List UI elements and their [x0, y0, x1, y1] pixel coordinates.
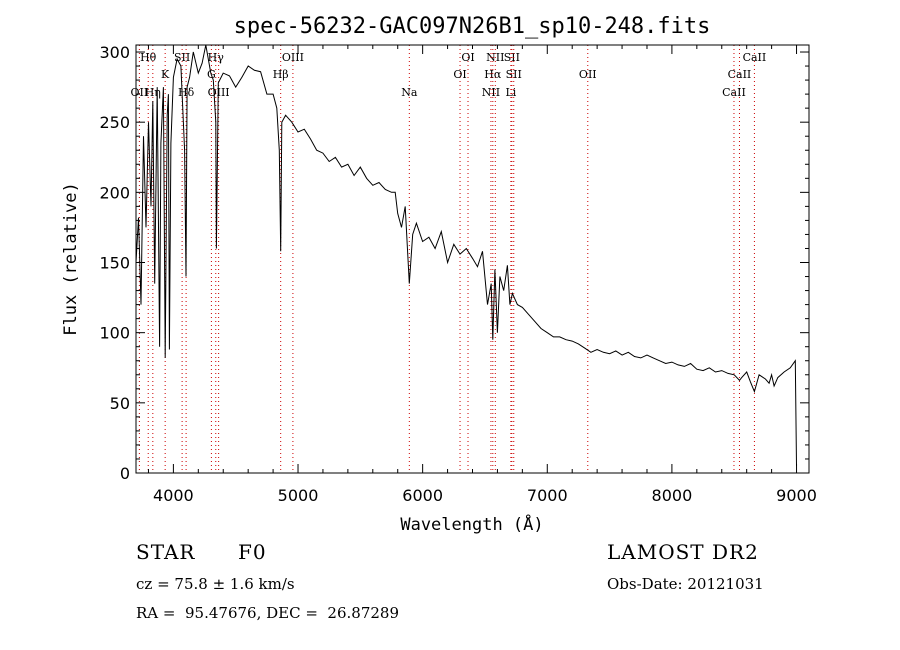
y-tick-label-0: 0: [120, 464, 130, 483]
marker-label-9: OIII: [282, 51, 304, 64]
y-tick-label-5: 250: [99, 113, 130, 132]
marker-label-5: Hδ: [178, 86, 195, 99]
marker-label-19: Li: [505, 86, 516, 99]
marker-label-23: CaII: [722, 86, 746, 99]
y-axis-label: Flux (relative): [61, 182, 81, 336]
x-tick-label-1: 5000: [278, 486, 319, 505]
marker-label-22: CaII: [728, 68, 752, 81]
object-class: STAR: [136, 540, 196, 564]
y-tick-label-1: 50: [110, 394, 130, 413]
x-tick-label-0: 4000: [153, 486, 194, 505]
y-tick-label-2: 100: [99, 324, 130, 343]
marker-label-1: OII: [131, 86, 149, 99]
x-tick-label-3: 7000: [527, 486, 568, 505]
marker-label-17: SII: [506, 68, 522, 81]
x-tick-label-2: 6000: [402, 486, 443, 505]
marker-label-11: Na: [401, 86, 418, 99]
marker-label-21: CaII: [743, 51, 767, 64]
object-subclass: F0: [238, 540, 267, 564]
marker-label-16: Hα: [484, 68, 502, 81]
marker-label-18: NII: [482, 86, 500, 99]
ra-dec: RA = 95.47676, DEC = 26.87289: [136, 604, 400, 622]
marker-label-3: K: [161, 68, 170, 81]
marker-label-0: Hθ: [140, 51, 157, 64]
chart-title: spec-56232-GAC097N26B1_sp10-248.fits: [234, 14, 711, 39]
x-axis-label: Wavelength (Å): [400, 513, 543, 535]
marker-label-6: Hγ: [208, 51, 225, 64]
marker-label-13: OI: [453, 68, 466, 81]
flux-series: [136, 45, 797, 467]
x-tick-label-4: 8000: [652, 486, 693, 505]
marker-label-15: SII: [504, 51, 520, 64]
y-tick-label-3: 150: [99, 254, 130, 273]
marker-label-14: NII: [486, 51, 504, 64]
observation-date: Obs-Date: 20121031: [607, 575, 764, 593]
axis-ticks: 4000 5000 6000 7000 8000 9000 0 50 100 150 200 250 3…: [99, 43, 816, 505]
x-tick-label-5: 9000: [776, 486, 817, 505]
marker-label-20: OII: [579, 68, 597, 81]
redshift-cz: cz = 75.8 ± 1.6 km/s: [136, 575, 295, 593]
marker-label-12: OI: [461, 51, 474, 64]
marker-label-10: Hβ: [273, 68, 289, 81]
survey-name: LAMOST DR2: [607, 540, 759, 564]
y-tick-label-4: 200: [99, 183, 130, 202]
flux-line-0: [136, 45, 797, 467]
marker-label-2: Hη: [145, 86, 161, 99]
y-tick-label-6: 300: [99, 43, 130, 62]
